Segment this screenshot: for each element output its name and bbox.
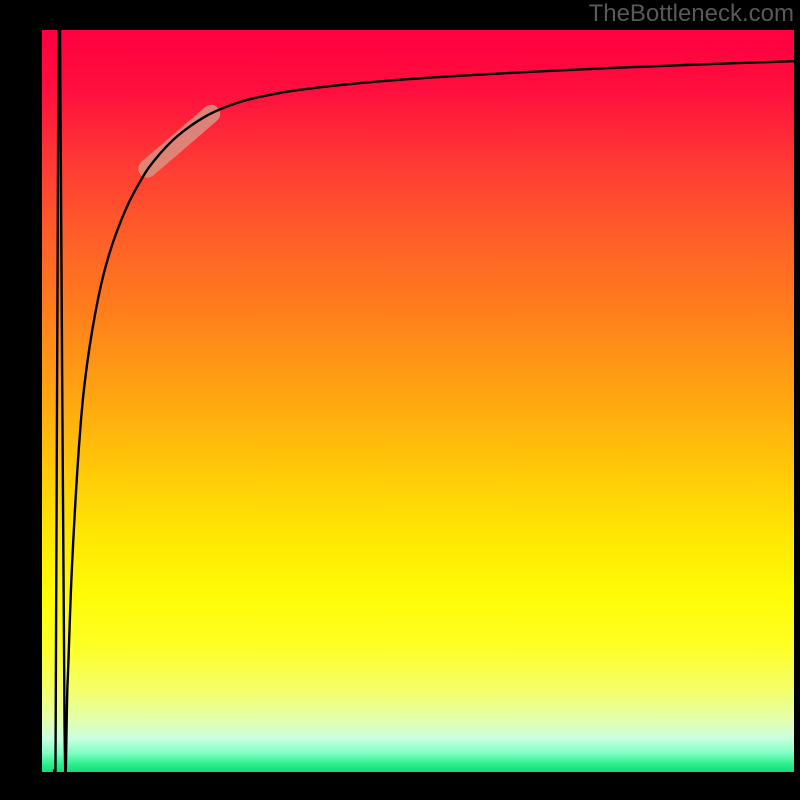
attribution-text: TheBottleneck.com [589, 0, 794, 28]
chart-container: { "attribution": "TheBottleneck.com", "p… [0, 0, 800, 800]
chart-svg [42, 30, 794, 772]
plot-area [42, 30, 794, 772]
chart-background [42, 30, 794, 772]
